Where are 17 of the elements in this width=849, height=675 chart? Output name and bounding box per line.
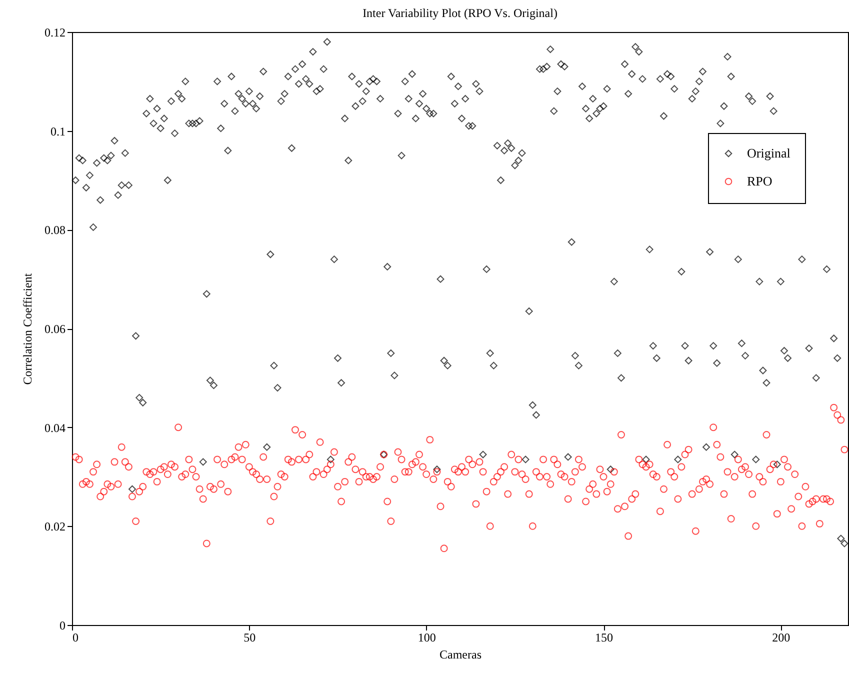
y-tick-label: 0.12 xyxy=(44,26,66,40)
x-axis-title: Cameras xyxy=(440,648,482,662)
legend-label: Original xyxy=(747,146,791,160)
y-tick-label: 0.06 xyxy=(44,322,66,336)
legend-label: RPO xyxy=(747,174,772,188)
x-tick-label: 100 xyxy=(418,630,436,644)
chart-title: Inter Variability Plot (RPO Vs. Original) xyxy=(362,6,558,20)
y-tick-label: 0.02 xyxy=(44,520,66,534)
y-tick-label: 0 xyxy=(60,618,66,632)
x-tick-label: 50 xyxy=(244,630,256,644)
y-axis-title: Correlation Coefficient xyxy=(20,272,34,385)
x-tick-label: 0 xyxy=(72,630,78,644)
x-tick-label: 200 xyxy=(772,630,790,644)
y-tick-label: 0.1 xyxy=(50,124,66,138)
y-tick-label: 0.08 xyxy=(44,223,66,238)
x-tick-label: 150 xyxy=(595,630,614,644)
y-tick-label: 0.04 xyxy=(44,420,66,435)
